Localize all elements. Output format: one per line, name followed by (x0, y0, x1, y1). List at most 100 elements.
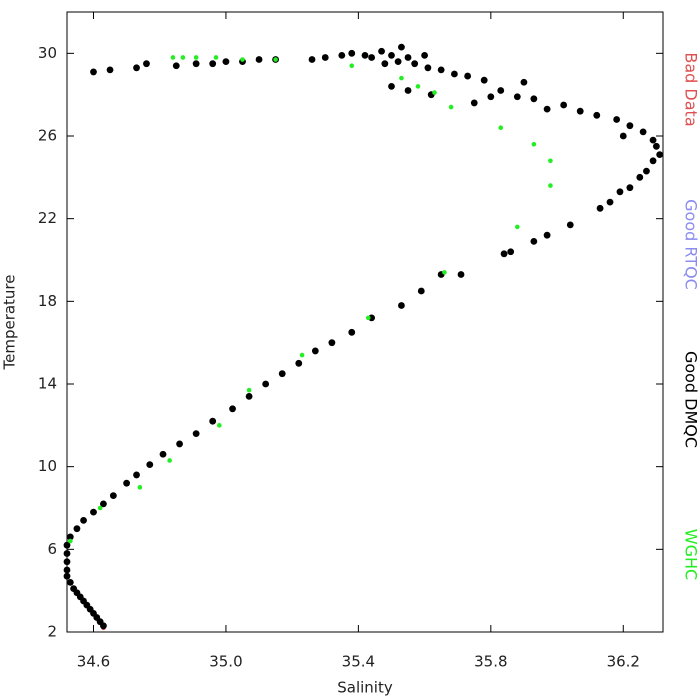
point (643, 167, 650, 175)
point (229, 405, 236, 413)
point (656, 151, 664, 159)
point (381, 60, 389, 68)
point (295, 359, 303, 367)
point (146, 461, 154, 468)
point (308, 56, 316, 63)
point (437, 66, 445, 74)
point (209, 417, 217, 425)
point (170, 55, 176, 60)
point (222, 58, 230, 65)
point (273, 57, 278, 62)
legend-entry: Good RTQC (682, 199, 700, 290)
point (543, 105, 551, 113)
point (421, 52, 428, 59)
y-tick-label: 14 (38, 375, 57, 393)
point (394, 58, 402, 65)
point (404, 54, 412, 61)
point (192, 60, 200, 68)
y-tick-label: 18 (38, 292, 57, 310)
point (217, 423, 222, 428)
point (63, 541, 71, 549)
point (649, 136, 657, 144)
point (348, 328, 356, 336)
point (240, 57, 245, 62)
point (80, 517, 87, 524)
point (606, 198, 614, 206)
point (566, 221, 574, 229)
point (278, 370, 286, 378)
x-axis-label: Salinity (337, 679, 393, 697)
point (636, 173, 644, 181)
y-tick-label: 2 (47, 623, 57, 641)
point (90, 508, 97, 516)
point (593, 111, 601, 119)
point (167, 458, 172, 463)
point (398, 43, 405, 51)
point (530, 95, 538, 103)
point (245, 393, 253, 400)
point (109, 492, 117, 499)
legend-entry: Good DMQC (682, 351, 700, 448)
point (619, 132, 627, 140)
point (97, 505, 103, 511)
point (213, 55, 219, 60)
point (442, 270, 447, 275)
point (399, 75, 404, 81)
point (548, 158, 553, 164)
point (255, 56, 263, 63)
point (90, 68, 97, 76)
point (451, 70, 458, 78)
point (626, 184, 634, 192)
point (63, 550, 71, 557)
point (520, 78, 528, 86)
point (192, 430, 200, 437)
point (368, 54, 376, 61)
point (66, 579, 74, 586)
y-tick-label: 22 (38, 209, 57, 227)
point (432, 90, 437, 95)
legend-entry: Bad Data (682, 52, 700, 126)
point (652, 142, 660, 150)
point (100, 500, 107, 508)
point (172, 62, 180, 70)
point (68, 538, 73, 544)
point (348, 49, 356, 57)
point (613, 116, 621, 123)
point (137, 485, 143, 490)
point (480, 76, 488, 84)
x-tick-label: 35.0 (209, 653, 242, 671)
point (63, 572, 71, 580)
point (66, 533, 74, 541)
y-tick-label: 10 (38, 457, 57, 475)
point (159, 450, 167, 458)
point (106, 66, 114, 74)
point (262, 380, 270, 388)
point (498, 125, 504, 131)
point (649, 157, 657, 165)
point (299, 352, 305, 358)
point (209, 60, 217, 68)
point (497, 87, 505, 94)
x-tick-label: 34.6 (77, 653, 110, 671)
point (543, 231, 551, 239)
point (378, 47, 385, 55)
point (515, 224, 520, 230)
point (73, 525, 81, 533)
point (133, 64, 140, 72)
plot-frame (66, 11, 664, 633)
point (548, 183, 553, 188)
point (328, 339, 336, 347)
point (616, 188, 624, 196)
point (180, 55, 186, 60)
point (388, 52, 395, 59)
point (626, 122, 634, 130)
point (531, 141, 537, 147)
point (457, 271, 465, 278)
point (123, 479, 130, 487)
point (500, 250, 508, 258)
x-tick-label: 35.8 (474, 653, 507, 671)
point (411, 60, 419, 68)
y-axis-label: Temperature (1, 274, 19, 370)
point (361, 52, 369, 59)
